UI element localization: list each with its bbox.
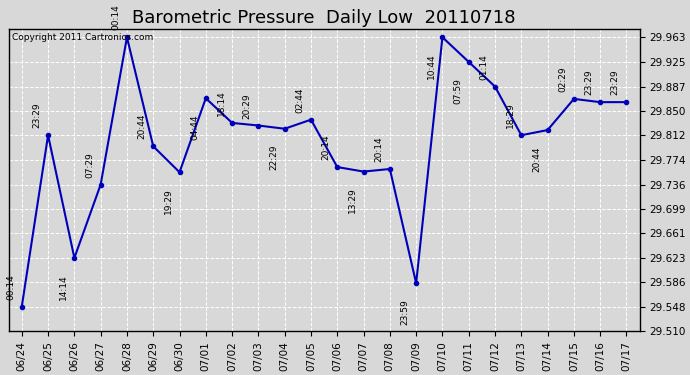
Title: Barometric Pressure  Daily Low  20110718: Barometric Pressure Daily Low 20110718 xyxy=(132,9,516,27)
Text: 02:44: 02:44 xyxy=(295,87,304,113)
Text: 07:59: 07:59 xyxy=(453,78,462,104)
Text: 10:44: 10:44 xyxy=(427,53,436,79)
Text: 00:14: 00:14 xyxy=(6,274,15,300)
Text: 20:44: 20:44 xyxy=(137,114,146,140)
Text: 23:29: 23:29 xyxy=(611,70,620,95)
Text: 20:44: 20:44 xyxy=(532,146,541,172)
Text: 18:29: 18:29 xyxy=(506,102,515,128)
Text: 23:29: 23:29 xyxy=(32,103,41,128)
Text: 22:29: 22:29 xyxy=(269,145,278,170)
Text: 02:29: 02:29 xyxy=(558,66,567,92)
Text: 20:29: 20:29 xyxy=(243,93,252,118)
Text: 18:14: 18:14 xyxy=(217,90,226,116)
Text: 07:29: 07:29 xyxy=(85,152,94,178)
Text: 23:59: 23:59 xyxy=(400,299,410,325)
Text: 00:14: 00:14 xyxy=(111,4,120,30)
Text: 04:44: 04:44 xyxy=(190,114,199,140)
Text: 20:14: 20:14 xyxy=(374,136,383,162)
Text: 20:14: 20:14 xyxy=(322,135,331,160)
Text: 13:29: 13:29 xyxy=(348,188,357,213)
Text: 01:14: 01:14 xyxy=(480,54,489,80)
Text: 14:14: 14:14 xyxy=(59,274,68,300)
Text: 19:29: 19:29 xyxy=(164,188,173,214)
Text: Copyright 2011 Cartronics.com: Copyright 2011 Cartronics.com xyxy=(12,33,153,42)
Text: 23:29: 23:29 xyxy=(584,70,593,95)
